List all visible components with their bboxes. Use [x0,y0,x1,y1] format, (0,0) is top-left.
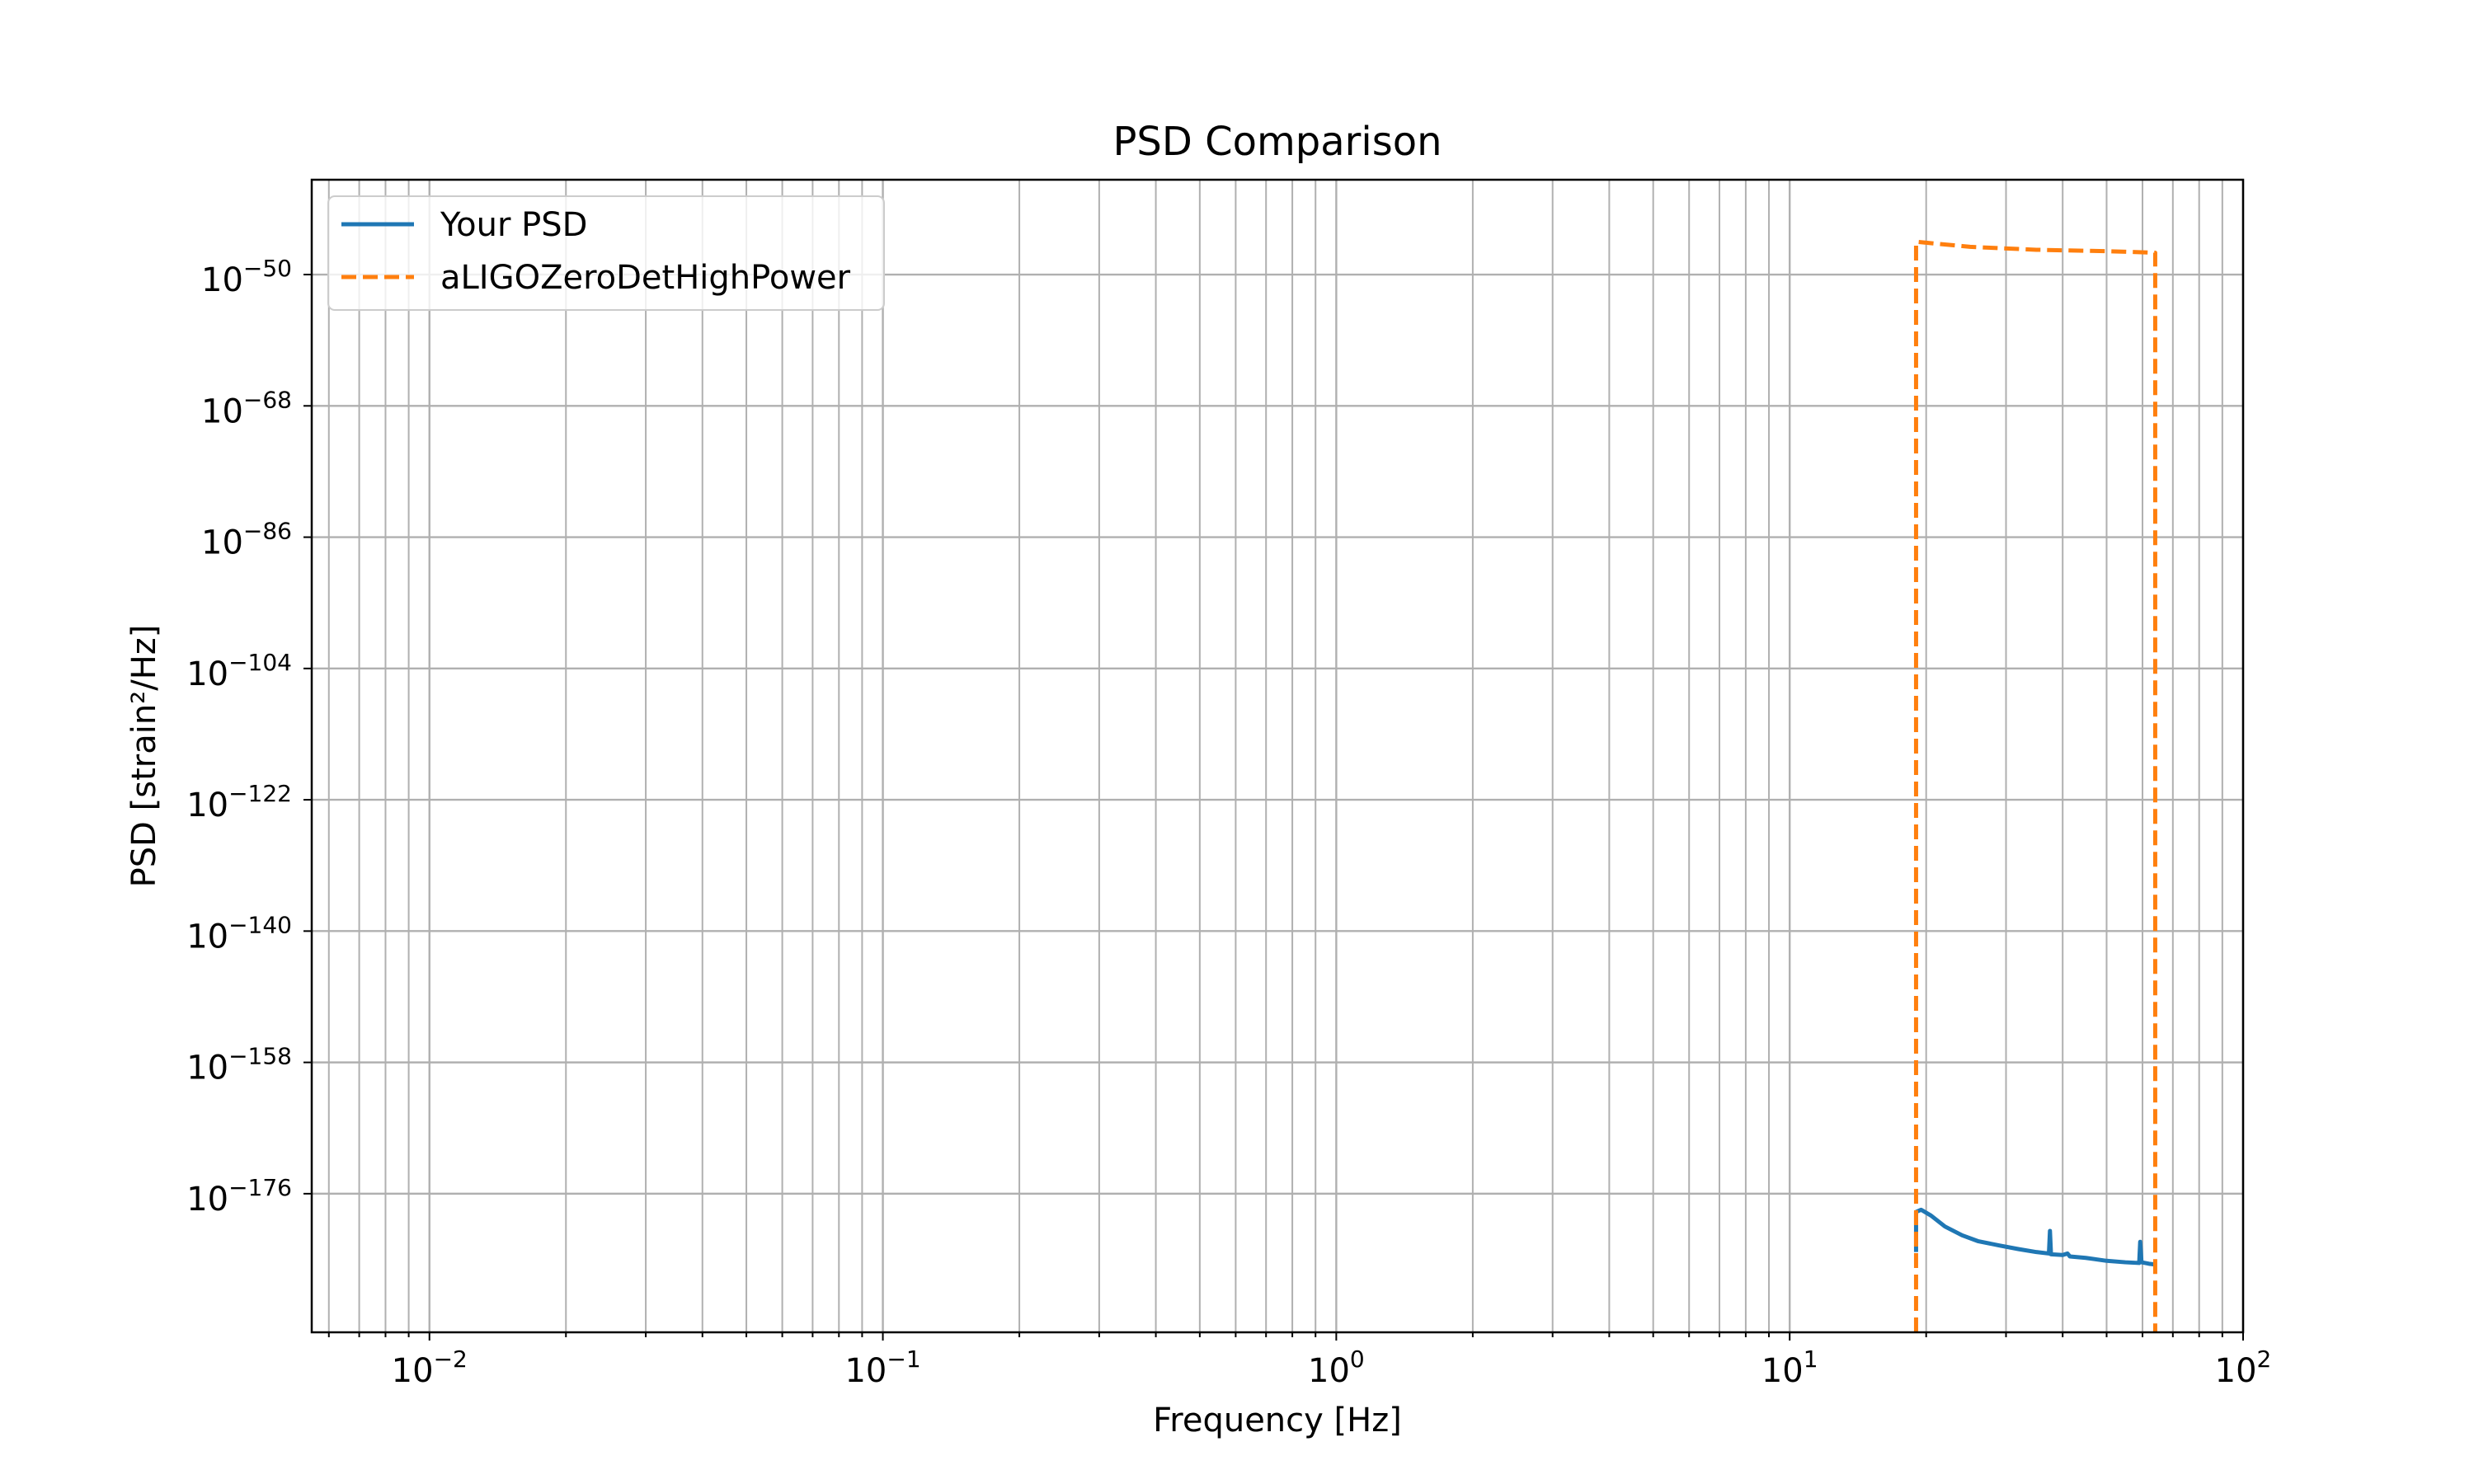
x-tick-label: 102 [2215,1345,2272,1390]
series-layer [1913,239,2157,1332]
chart-title: PSD Comparison [1112,119,1442,165]
series-line-your-psd [1913,1207,2156,1267]
y-tick-label: 10−140 [186,911,292,956]
y-tick-label: 10−68 [201,386,292,430]
y-tick-label: 10−122 [186,780,292,824]
legend-label-your-psd: Your PSD [440,206,587,244]
axis-ticks: 10−2 10−1 100 101 102 10−50 10−68 10−86 10−104 10… [186,255,2271,1390]
y-tick-label: 10−158 [186,1043,292,1087]
y-tick-label: 10−50 [201,255,292,299]
y-tick-label: 10−176 [186,1174,292,1219]
y-tick-label: 10−104 [186,649,292,693]
legend: Your PSD aLIGOZeroDetHighPower [327,195,885,311]
x-axis-label: Frequency [Hz] [1153,1402,1402,1439]
legend-label-aligo: aLIGOZeroDetHighPower [440,259,851,297]
grid-lines [312,180,2245,1332]
x-tick-label: 10−1 [844,1345,920,1390]
plot-frame [310,178,2245,1334]
y-axis-label: PSD [strain²/Hz] [125,625,163,888]
x-tick-label: 100 [1308,1345,1365,1390]
y-tick-label: 10−86 [201,518,292,562]
series-line-aligo-zero-det-high-power [1913,239,2157,1332]
x-tick-label: 101 [1761,1345,1818,1390]
legend-box [327,195,885,311]
x-tick-label: 10−2 [392,1345,468,1390]
